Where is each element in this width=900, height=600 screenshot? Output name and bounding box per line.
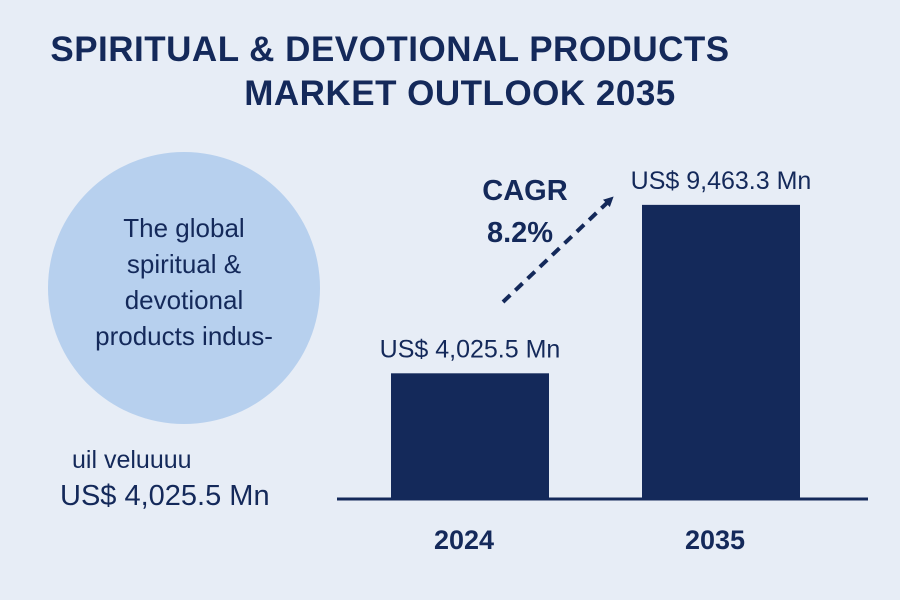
value-label-2024: US$ 4,025.5 Mn <box>380 335 561 363</box>
callout-line-3: devotional <box>124 285 244 315</box>
x-tick-2024: 2024 <box>434 525 494 555</box>
bars-layer: US$ 4,025.5 Mn 2024 US$ 9,463.3 Mn 2035 <box>380 167 812 555</box>
callout-text: The global spiritual & devotional produc… <box>60 210 308 354</box>
x-tick-2035: 2035 <box>685 525 745 555</box>
bar-2024 <box>391 373 549 498</box>
callout-value: US$ 4,025.5 Mn <box>60 480 270 512</box>
callout-line-1: The global <box>123 213 245 243</box>
cagr-value: 8.2% <box>487 217 553 249</box>
callout-circle <box>48 152 320 424</box>
callout-line-2: spiritual & <box>126 249 242 279</box>
callout-caption: uil veluuuu <box>72 446 192 474</box>
title-line-1: SPIRITUAL & DEVOTIONAL PRODUCTS <box>50 30 730 69</box>
title-line-2: MARKET OUTLOOK 2035 <box>244 74 676 113</box>
cagr-arrow <box>501 196 614 304</box>
bar-2035 <box>642 204 800 498</box>
value-label-2035: US$ 9,463.3 Mn <box>631 167 812 195</box>
cagr-label: CAGR <box>482 175 567 207</box>
chart-title: SPIRITUAL & DEVOTIONAL PRODUCTS MARKET O… <box>0 28 900 116</box>
callout-line-4: products indus- <box>95 321 273 351</box>
